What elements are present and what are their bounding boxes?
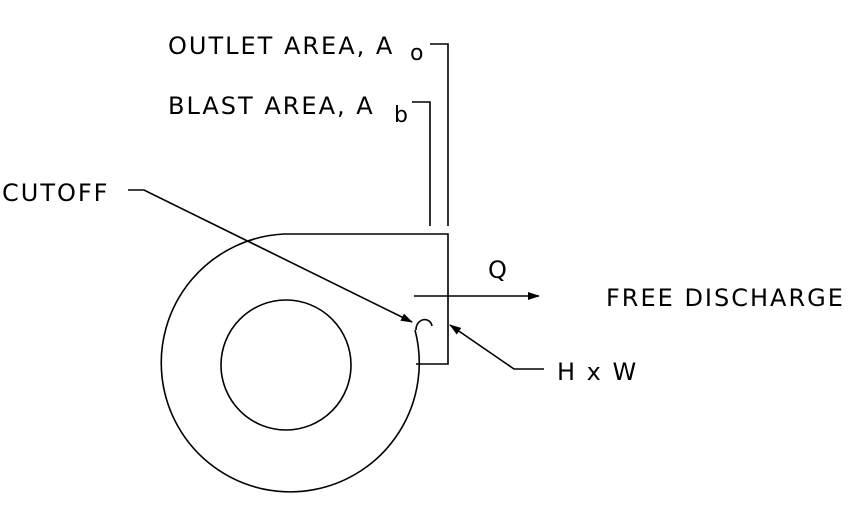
outlet-duct <box>284 233 449 365</box>
flow-label: Q <box>488 256 509 284</box>
dimensions-leader-arrow <box>449 324 544 370</box>
cutoff-leader-arrow <box>128 189 413 323</box>
cutoff-curl <box>415 318 433 331</box>
fan-housing-scroll <box>160 233 420 493</box>
blast-area-leader <box>412 101 431 226</box>
dimensions-label: H x W <box>557 358 638 386</box>
blast-area-label: BLAST AREA, A <box>168 92 375 120</box>
outlet-area-leader <box>430 43 449 226</box>
fan-inlet-circle <box>220 299 352 431</box>
cutoff-label: CUTOFF <box>2 179 109 207</box>
free-discharge-label: FREE DISCHARGE <box>606 284 845 312</box>
blast-area-subscript: b <box>394 103 408 128</box>
outlet-area-label: OUTLET AREA, A <box>168 32 394 60</box>
outlet-area-subscript: o <box>410 41 423 66</box>
